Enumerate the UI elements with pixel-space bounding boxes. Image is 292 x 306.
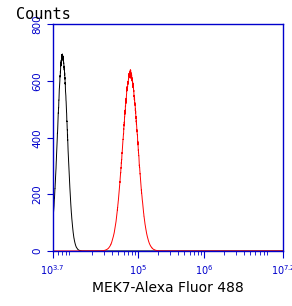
X-axis label: MEK7-Alexa Fluor 488: MEK7-Alexa Fluor 488 (92, 281, 244, 295)
Text: Counts: Counts (16, 7, 70, 22)
